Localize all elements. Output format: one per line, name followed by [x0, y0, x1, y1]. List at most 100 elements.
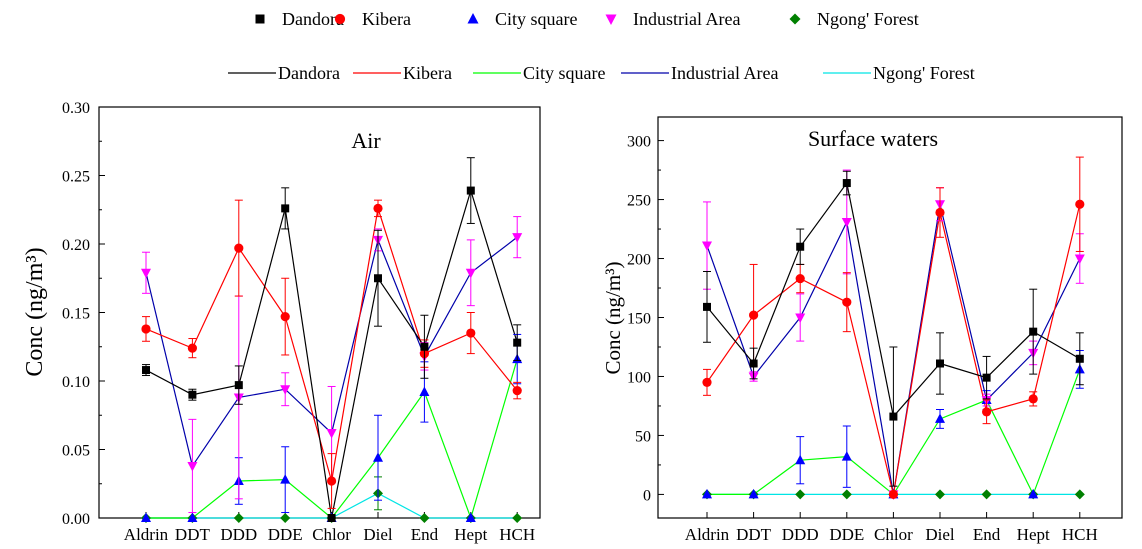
data-point-city-square — [280, 474, 291, 484]
data-point-dandora — [234, 381, 243, 390]
x-tick-label-ddt: DDT — [175, 525, 211, 544]
data-point-kibera — [1028, 394, 1038, 404]
x-tick-label-end: End — [411, 525, 439, 544]
y-tick-label: 100 — [627, 369, 651, 386]
x-tick-label-hch: HCH — [1062, 525, 1098, 544]
data-point-ngong-forest — [981, 489, 992, 500]
y-tick-label: 0.10 — [62, 374, 90, 391]
data-point-dandora — [466, 186, 475, 195]
air-panel: 0.00 0.05 0.10 0.15 0.20 0.25 0.30 Aldrin DDT DDD… — [22, 100, 541, 544]
data-point-kibera — [1075, 199, 1085, 209]
data-point-city-square — [187, 512, 198, 522]
data-point-kibera — [795, 273, 805, 284]
data-point-kibera — [888, 489, 899, 500]
legend-line-label-city-square: City square — [523, 63, 606, 83]
data-point-city-square — [141, 512, 151, 522]
data-point-dandora — [420, 342, 429, 351]
data-point-ngong-forest — [419, 513, 430, 523]
data-point-city-square — [1028, 488, 1039, 499]
data-point-industrial-area — [280, 385, 291, 395]
x-tick-label-hept: Hept — [1017, 525, 1050, 544]
legend-label-ngong-forest: Ngong' Forest — [817, 9, 919, 29]
y-tick-label: 50 — [635, 428, 651, 445]
data-point-ngong-forest — [795, 489, 806, 500]
data-point-industrial-area — [702, 241, 712, 252]
y-tick-label: 0.20 — [62, 237, 90, 254]
x-tick-label-hch: HCH — [499, 525, 535, 544]
data-point-kibera — [935, 207, 945, 218]
data-point-kibera — [327, 476, 337, 486]
data-point-kibera — [982, 407, 992, 417]
line-legend: Dandora Kibera City square Industrial Area N… — [228, 63, 975, 83]
legend-line-label-ngong-forest: Ngong' Forest — [873, 63, 975, 83]
y-tick-label: 0.05 — [62, 443, 90, 460]
data-point-kibera — [234, 243, 244, 253]
data-point-industrial-area — [141, 268, 151, 279]
data-point-kibera — [749, 310, 759, 320]
legend-line-label-dandora: Dandora — [278, 63, 340, 83]
data-point-dandora — [327, 514, 336, 522]
data-point-kibera — [512, 385, 522, 396]
data-point-industrial-area — [465, 268, 476, 279]
data-point-city-square — [419, 386, 430, 396]
x-tick-label-ddt: DDT — [736, 525, 772, 544]
data-point-dandora — [188, 390, 197, 399]
legend-marker-ngong-forest — [789, 13, 801, 25]
data-point-industrial-area — [841, 217, 852, 228]
data-point-industrial-area — [795, 313, 806, 323]
data-point-city-square — [465, 512, 476, 522]
data-point-ngong-forest — [512, 513, 523, 523]
x-tick-label-end: End — [973, 525, 1001, 544]
legend-label-kibera: Kibera — [362, 9, 411, 29]
data-point-dandora — [889, 412, 898, 421]
y-tick-label: 0 — [643, 487, 651, 504]
data-point-dandora — [982, 373, 991, 382]
legend-marker-dandora — [255, 14, 265, 24]
data-point-industrial-area — [187, 461, 198, 472]
data-point-dandora — [1075, 354, 1084, 363]
data-point-kibera — [280, 312, 290, 322]
data-point-dandora — [936, 359, 944, 368]
data-point-kibera — [702, 377, 712, 387]
x-tick-label-aldrin: Aldrin — [124, 525, 169, 544]
data-point-kibera — [373, 203, 383, 213]
data-point-city-square — [841, 451, 852, 461]
y-tick-label: 150 — [627, 311, 651, 328]
data-point-city-square — [373, 452, 383, 462]
data-point-dandora — [703, 302, 711, 311]
legend-label-industrial-area: Industrial Area — [633, 9, 740, 29]
x-tick-label-diel: Diel — [925, 525, 955, 544]
x-tick-label-chlor: Chlor — [874, 525, 913, 544]
y-tick-label: 250 — [627, 193, 651, 210]
y-tick-label: 0.15 — [62, 306, 90, 323]
surface-waters-panel: 0 50 100 150 200 250 300 Aldrin DDT DDD DDE Chlor Di… — [601, 116, 1123, 544]
panel-title: Surface waters — [808, 126, 938, 151]
data-point-dandora — [842, 179, 851, 188]
legend-marker-industrial-area — [605, 14, 617, 25]
x-tick-label-diel: Diel — [363, 525, 393, 544]
panel-title: Air — [351, 128, 381, 153]
data-point-city-square — [935, 413, 945, 423]
y-tick-label: 200 — [627, 252, 651, 269]
legend-label-city-square: City square — [495, 9, 578, 29]
data-point-industrial-area — [512, 233, 523, 243]
legend-label-dandora: Dandora — [282, 9, 344, 29]
data-point-industrial-area — [1074, 254, 1085, 265]
x-tick-label-aldrin: Aldrin — [685, 525, 730, 544]
data-point-city-square — [702, 488, 712, 499]
data-point-dandora — [796, 242, 805, 251]
legend-line-label-industrial-area: Industrial Area — [671, 63, 778, 83]
data-point-kibera — [187, 343, 197, 353]
y-tick-label: 0.25 — [62, 169, 90, 186]
y-axis-label: Conc (ng/m³) — [22, 247, 48, 376]
x-tick-label-ddd: DDD — [782, 525, 819, 544]
data-point-dandora — [749, 359, 758, 368]
data-point-ngong-forest — [233, 513, 244, 523]
data-point-industrial-area — [326, 429, 337, 439]
data-point-ngong-forest — [1074, 489, 1085, 500]
data-point-dandora — [281, 204, 290, 213]
x-tick-label-dde: DDE — [829, 525, 864, 544]
data-point-kibera — [141, 324, 151, 334]
x-tick-label-chlor: Chlor — [312, 525, 351, 544]
